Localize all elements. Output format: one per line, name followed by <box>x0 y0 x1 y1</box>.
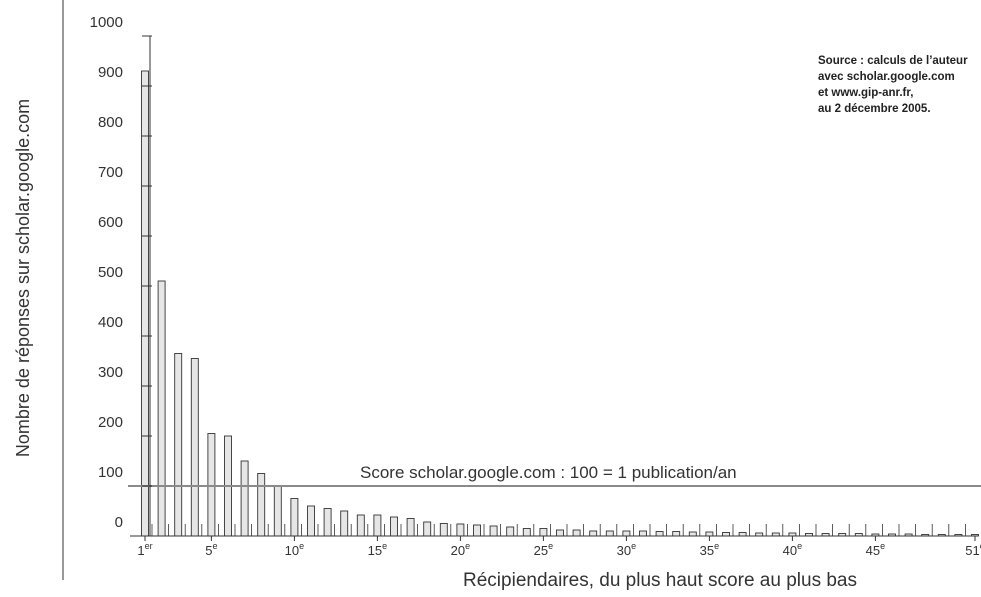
bar <box>738 532 747 537</box>
x-tick-label: 40e <box>783 541 802 558</box>
bar <box>622 530 631 537</box>
bar <box>323 508 332 537</box>
x-tick-label: 20e <box>451 541 470 558</box>
bar <box>722 532 730 537</box>
x-axis-label: Récipiendaires, du plus haut score au pl… <box>463 570 857 591</box>
reference-line-label: Score scholar.google.com : 100 = 1 publi… <box>360 463 737 482</box>
y-tick-label: 200 <box>98 414 123 431</box>
y-tick-label: 400 <box>98 314 123 331</box>
x-tick-label: 10e <box>285 541 304 558</box>
bar <box>522 528 531 537</box>
x-tick-label: 30e <box>617 541 636 558</box>
y-tick-label: 800 <box>98 114 123 131</box>
bar <box>273 485 282 537</box>
y-tick-label: 500 <box>98 264 123 281</box>
bar <box>489 525 498 537</box>
y-axis-label: Nombre de réponses sur scholar.google.co… <box>13 99 33 457</box>
x-tick-label: 45e <box>866 541 885 558</box>
source-note: Source : calculs de l’auteur avec schola… <box>818 53 978 117</box>
x-tick-label: 5e <box>205 541 217 558</box>
x-ticks-group: 1er 5e 10e 15e 20e 25e 30e 35e 40e 45e 51e <box>137 536 981 558</box>
bar <box>439 523 448 537</box>
y-tick-label: 600 <box>98 214 123 231</box>
y-tick-label: 900 <box>98 64 123 81</box>
bar <box>473 524 481 537</box>
bar <box>556 529 564 537</box>
bar <box>390 516 398 537</box>
source-line: avec scholar.google.com <box>818 71 955 83</box>
y-ticks-group: 0 100 200 300 400 500 600 700 800 900 1000 <box>90 14 152 537</box>
source-line: et www.gip-anr.fr, <box>818 87 914 99</box>
y-tick-label: 100 <box>98 464 123 481</box>
bar <box>506 526 515 537</box>
x-tick-label: 15e <box>368 541 387 558</box>
bar <box>688 531 697 537</box>
bar <box>356 514 365 537</box>
bar <box>423 521 432 537</box>
bar <box>240 460 249 537</box>
bar <box>190 358 199 537</box>
bar <box>589 530 598 537</box>
bar <box>307 505 315 537</box>
y-tick-label: 1000 <box>90 14 123 31</box>
source-line: Source : calculs de l’auteur <box>818 55 968 67</box>
x-tick-label: 35e <box>700 541 719 558</box>
bar <box>705 531 714 537</box>
bar <box>174 353 183 537</box>
bar <box>141 70 149 537</box>
bar <box>207 433 216 537</box>
y-tick-label: 0 <box>115 514 123 531</box>
x-tick-label: 51e <box>965 541 981 558</box>
bar <box>257 473 266 537</box>
bar <box>290 498 299 537</box>
bar <box>539 528 548 537</box>
bar <box>340 510 349 537</box>
bar <box>672 531 681 537</box>
bar <box>456 523 465 537</box>
bar <box>655 531 664 537</box>
bar <box>373 514 382 537</box>
bar <box>605 530 614 537</box>
bar <box>572 529 581 537</box>
y-tick-label: 300 <box>98 364 123 381</box>
source-line: au 2 décembre 2005. <box>818 103 931 115</box>
bar <box>406 518 415 537</box>
x-tick-label: 25e <box>534 541 553 558</box>
reference-line-group: Score scholar.google.com : 100 = 1 publi… <box>128 463 981 487</box>
x-tick-label: 1er <box>137 541 152 558</box>
bar <box>157 280 166 537</box>
bar <box>639 530 647 537</box>
y-tick-label: 700 <box>98 164 123 181</box>
